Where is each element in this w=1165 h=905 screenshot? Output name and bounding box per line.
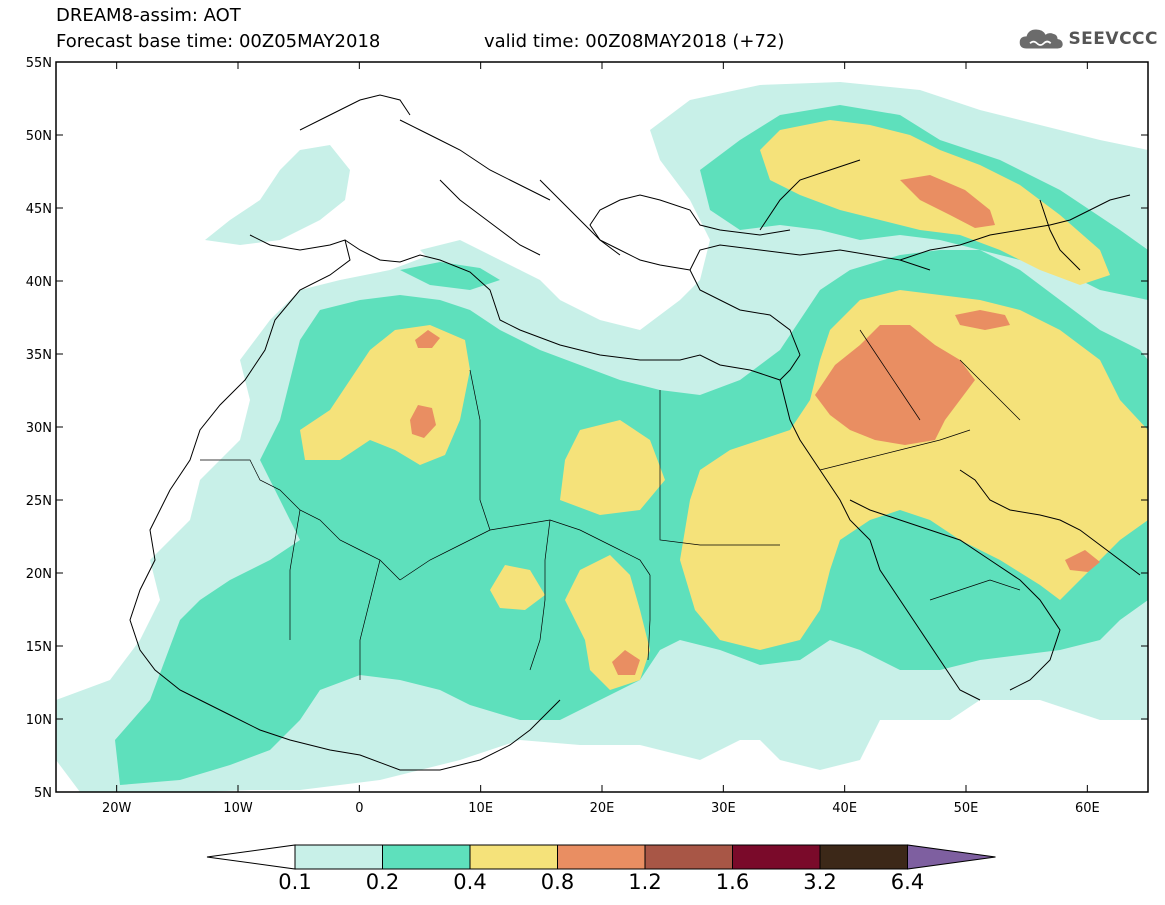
colorbar-under-triangle (206, 844, 296, 870)
lat-tick-label: 40N (26, 275, 52, 290)
lon-tick-label: 40E (832, 801, 857, 816)
colorbar-label: 6.4 (891, 870, 924, 894)
lat-tick-label: 50N (26, 129, 52, 144)
lat-tick-label: 25N (26, 494, 52, 509)
logo-text: SEEVCCC (1068, 29, 1158, 49)
lat-tick-label: 10N (26, 713, 52, 728)
lon-tick-label: 0 (355, 801, 363, 816)
lat-tick-label: 55N (26, 56, 52, 71)
colorbar-box (644, 844, 733, 870)
colorbar-label: 3.2 (803, 870, 836, 894)
lat-tick-label: 20N (26, 567, 52, 582)
lon-tick-label: 10W (223, 801, 253, 816)
colorbar-label: 0.4 (453, 870, 486, 894)
lon-tick-label: 10E (468, 801, 493, 816)
colorbar-over-triangle (907, 844, 996, 870)
lat-tick-label: 5N (34, 786, 52, 801)
colorbar-label: 0.2 (366, 870, 399, 894)
lon-tick-label: 20E (590, 801, 615, 816)
lat-tick-label: 30N (26, 421, 52, 436)
colorbar-box (557, 844, 646, 870)
aot-field (56, 82, 1148, 792)
coastlines (129, 94, 1141, 771)
lat-tick-label: 15N (26, 640, 52, 655)
colorbar-box (294, 844, 383, 870)
country-borders (200, 329, 1021, 680)
colorbar-label: 1.6 (716, 870, 749, 894)
colorbar-label: 0.1 (278, 870, 311, 894)
lon-tick-label: 60E (1075, 801, 1100, 816)
aot-level-0.8 (410, 175, 1100, 675)
lat-tick-label: 35N (26, 348, 52, 363)
valid-time: valid time: 00Z08MAY2018 (+72) (484, 31, 785, 52)
colorbar-box (732, 844, 821, 870)
lon-tick-label: 50E (954, 801, 979, 816)
chart-title: DREAM8-assim: AOT (56, 5, 241, 26)
forecast-base-time: Forecast base time: 00Z05MAY2018 (56, 31, 381, 52)
colorbar: 0.1 0.2 0.4 0.8 1.2 1.6 3.2 6.4 (206, 844, 996, 894)
colorbar-box (469, 844, 558, 870)
lon-tick-label: 30E (711, 801, 736, 816)
longitude-axis: 20W 10W 0 10E 20E 30E 40E 50E 60E (102, 62, 1100, 816)
lat-tick-label: 45N (26, 202, 52, 217)
seevccc-logo: SEEVCCC (1018, 22, 1158, 56)
colorbar-box (382, 844, 471, 870)
lon-tick-label: 20W (102, 801, 132, 816)
latitude-axis: 55N 50N 45N 40N 35N 30N 25N 20N 15N 10N 5N (26, 56, 1148, 801)
cloud-icon (1019, 29, 1063, 49)
colorbar-label: 0.8 (541, 870, 574, 894)
colorbar-label: 1.2 (628, 870, 661, 894)
colorbar-box (819, 844, 908, 870)
